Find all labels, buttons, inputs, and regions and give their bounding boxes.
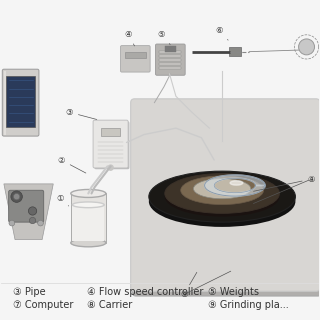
Text: ④ Flow speed controller: ④ Flow speed controller	[87, 287, 203, 297]
Circle shape	[299, 39, 315, 55]
Bar	[71, 194, 106, 243]
Circle shape	[38, 220, 44, 226]
Text: ⑨: ⑨	[180, 272, 197, 299]
Text: ①: ①	[56, 194, 69, 206]
Circle shape	[9, 220, 15, 226]
Text: ④: ④	[124, 30, 134, 46]
Ellipse shape	[149, 171, 295, 222]
Circle shape	[108, 165, 113, 170]
Bar	[101, 128, 120, 136]
Bar	[6, 76, 35, 126]
FancyBboxPatch shape	[2, 69, 39, 136]
Text: ⑤ Weights: ⑤ Weights	[208, 287, 259, 297]
Bar	[228, 47, 241, 56]
Bar	[72, 204, 104, 241]
Ellipse shape	[149, 176, 295, 227]
Text: ⑤: ⑤	[158, 30, 170, 45]
FancyBboxPatch shape	[94, 122, 129, 169]
Ellipse shape	[165, 177, 279, 217]
Bar	[4, 71, 6, 134]
Circle shape	[13, 194, 20, 200]
Text: ⑥: ⑥	[215, 27, 228, 40]
Ellipse shape	[165, 173, 279, 213]
FancyBboxPatch shape	[9, 190, 44, 222]
Bar	[159, 51, 181, 53]
Circle shape	[28, 207, 37, 215]
Circle shape	[11, 191, 22, 202]
Bar	[159, 67, 181, 69]
Ellipse shape	[181, 176, 264, 204]
Bar	[159, 55, 181, 57]
FancyBboxPatch shape	[131, 99, 320, 291]
Text: ⑦ Computer: ⑦ Computer	[13, 300, 74, 310]
Ellipse shape	[72, 202, 104, 208]
Polygon shape	[4, 184, 53, 240]
Ellipse shape	[71, 239, 106, 247]
Text: ③: ③	[66, 108, 97, 119]
Bar	[159, 59, 181, 61]
Bar	[159, 63, 181, 65]
Ellipse shape	[194, 179, 251, 199]
Ellipse shape	[230, 181, 243, 185]
FancyBboxPatch shape	[121, 46, 150, 72]
Text: ⑨ Grinding pla...: ⑨ Grinding pla...	[208, 300, 289, 310]
Text: ③ Pipe: ③ Pipe	[13, 287, 46, 297]
Bar	[165, 46, 176, 52]
FancyBboxPatch shape	[156, 44, 185, 75]
Text: ②: ②	[58, 156, 86, 173]
Bar	[125, 52, 146, 58]
Polygon shape	[204, 175, 265, 196]
Circle shape	[29, 217, 36, 224]
FancyBboxPatch shape	[132, 104, 320, 296]
Ellipse shape	[71, 189, 106, 197]
Text: ⑧: ⑧	[253, 175, 315, 191]
Text: ⑧ Carrier: ⑧ Carrier	[87, 300, 132, 310]
FancyBboxPatch shape	[93, 120, 128, 168]
